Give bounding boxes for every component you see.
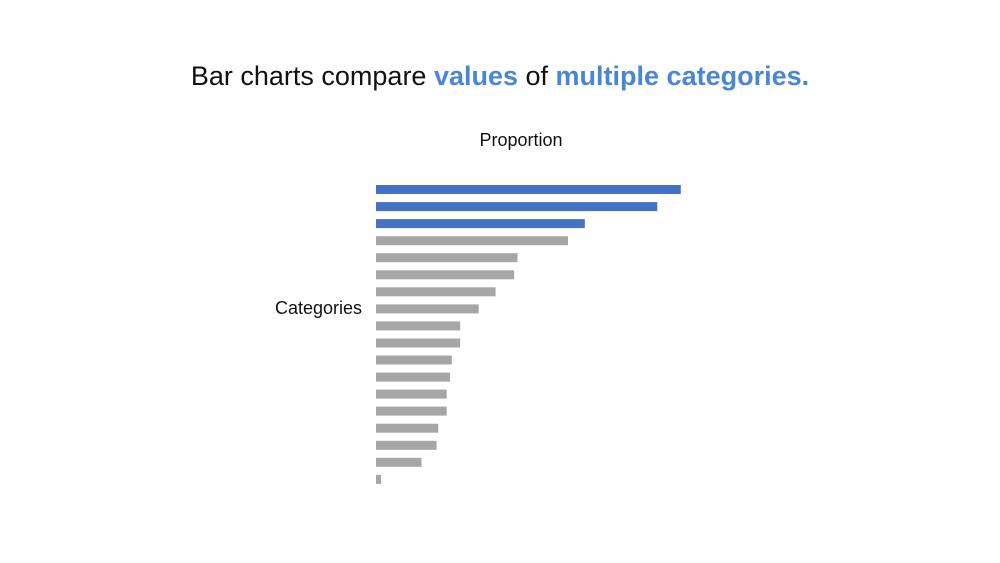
highlighted-bar-2 bbox=[376, 202, 658, 212]
bar-8 bbox=[376, 304, 479, 314]
bar-18 bbox=[376, 474, 382, 484]
headline-text-1: Bar charts compare bbox=[190, 61, 434, 91]
bar-13 bbox=[376, 389, 447, 399]
bar-7 bbox=[376, 287, 496, 297]
bar-17 bbox=[376, 457, 422, 467]
x-axis-label: Proportion bbox=[479, 130, 563, 150]
bar-11 bbox=[376, 355, 452, 365]
chart-headline: Bar charts compare values of multiple ca… bbox=[0, 56, 1000, 96]
bar-5 bbox=[376, 253, 518, 263]
bar-12 bbox=[376, 372, 451, 382]
bar-4 bbox=[376, 236, 568, 246]
bar-15 bbox=[376, 423, 439, 433]
bar-16 bbox=[376, 440, 437, 450]
headline-highlight-categories: multiple categories. bbox=[555, 61, 810, 91]
headline-highlight-values: values bbox=[433, 61, 519, 91]
y-axis-label: Categories bbox=[274, 298, 362, 318]
bar-10 bbox=[376, 338, 461, 348]
highlighted-bar-1 bbox=[376, 185, 681, 194]
headline-text-2: of bbox=[518, 61, 556, 91]
bar-6 bbox=[376, 270, 515, 280]
bar-14 bbox=[376, 406, 447, 416]
highlighted-bar-3 bbox=[376, 219, 585, 229]
bar-9 bbox=[376, 321, 461, 331]
